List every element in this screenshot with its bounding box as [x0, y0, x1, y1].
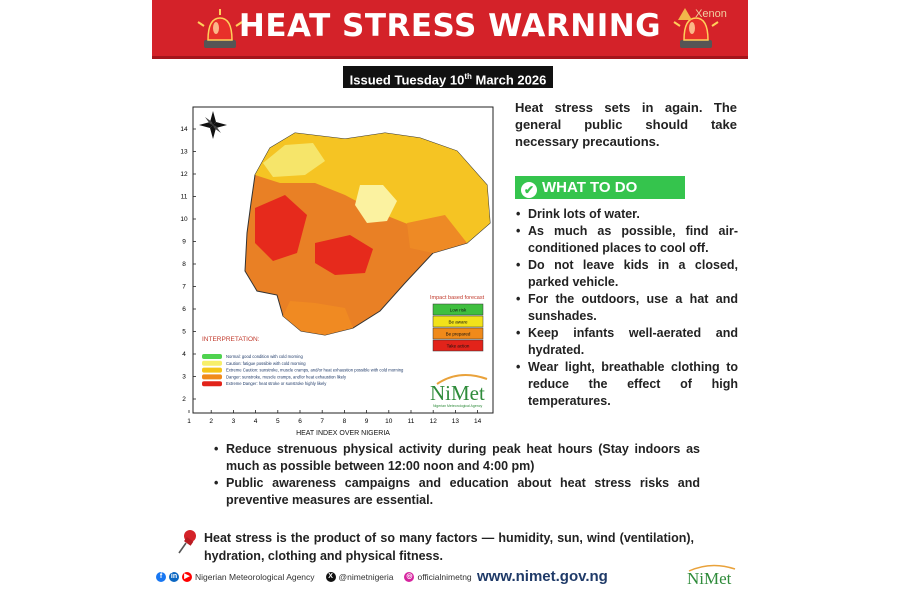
intro-text: Heat stress sets in again. The general p… — [515, 100, 737, 149]
nimet-footer-logo: NiMet — [687, 564, 736, 588]
legend-label: Caution: fatigue possible with cold morn… — [226, 361, 306, 366]
x-tick-label: 11 — [408, 418, 415, 425]
legend-swatch — [202, 374, 222, 380]
y-tick-label: 4 — [182, 351, 186, 358]
instagram-handle[interactable]: officialnimetng — [417, 572, 472, 582]
impact-label: Low risk — [450, 308, 467, 313]
website-link[interactable]: www.nimet.gov.ng — [477, 568, 608, 585]
x-tick-label: 12 — [430, 418, 438, 425]
issued-date-prefix: Issued Tuesday 10 — [349, 72, 465, 88]
y-tick-label: 2 — [182, 396, 186, 403]
y-tick-label: 13 — [180, 149, 188, 156]
list-item: Drink lots of water. — [516, 206, 738, 223]
impact-label: Take action — [447, 344, 470, 349]
x-tick-label: 7 — [320, 418, 324, 425]
x-tick-label: 10 — [385, 418, 393, 425]
x-tick-label: 9 — [365, 418, 369, 425]
impact-label: Be aware — [448, 320, 468, 325]
x-twitter-icon[interactable]: X — [325, 572, 336, 582]
what-to-do-label: WHAT TO DO — [542, 179, 638, 196]
x-tick-label: 5 — [276, 418, 280, 425]
additional-advice-list: Reduce strenuous physical activity durin… — [214, 441, 700, 509]
legend-label: Extreme Danger: heat stroke or sunstroke… — [226, 381, 327, 386]
nimet-logo-text: NiMet — [430, 381, 485, 405]
impact-swatch — [432, 315, 484, 328]
y-tick-label: 8 — [182, 261, 186, 268]
nimet-logo: NiMet Nigerian Meteorological Agency — [430, 374, 488, 408]
partner-logo-label: Xenon — [695, 8, 727, 20]
social-links: f in ▶ Nigerian Meteorological Agency X … — [156, 572, 472, 582]
what-to-do-heading: ✔ WHAT TO DO — [515, 176, 685, 199]
legend-label: Normal: good condition with cold morning — [226, 354, 303, 359]
y-tick-label: 11 — [181, 194, 188, 201]
x-tick-label: 1 — [187, 418, 191, 425]
x-tick-label: 2 — [209, 418, 213, 425]
instagram-icon[interactable]: ◎ — [404, 572, 415, 582]
siren-icon — [197, 9, 243, 48]
list-item: Do not leave kids in a closed, parked ve… — [516, 257, 738, 291]
y-tick-label: 9 — [182, 239, 186, 246]
x-tick-label: 6 — [298, 418, 302, 425]
what-to-do-list: Drink lots of water. As much as possible… — [516, 206, 738, 410]
list-item: For the outdoors, use a hat and sunshade… — [516, 291, 738, 325]
y-tick-label: 12 — [180, 171, 188, 178]
x-tick-label: 13 — [452, 418, 460, 425]
siren-icon — [673, 17, 719, 48]
partner-logo-icon — [678, 8, 692, 20]
list-item: Wear light, breathable clothing to reduc… — [516, 359, 738, 410]
impact-swatch — [432, 303, 484, 316]
map-title: HEAT INDEX OVER NIGERIA — [296, 430, 390, 437]
twitter-handle[interactable]: @nimetnigeria — [338, 572, 394, 582]
agency-name[interactable]: Nigerian Meteorological Agency — [195, 572, 315, 582]
impact-title: Impact based forecast — [430, 295, 485, 301]
heat-index-map: 14 13 12 11 10 9 8 7 6 5 4 3 2 1 2 3 4 5 6 7 8 9 10 11 12 13 14 I… — [175, 103, 504, 439]
impact-legend: Low risk Be aware Be prepared Take action — [432, 303, 484, 352]
youtube-icon[interactable]: ▶ — [182, 572, 192, 582]
compass-icon — [199, 111, 227, 139]
legend-label: Danger: sunstroke, muscle cramps, and/or… — [226, 374, 347, 379]
interpretation-title: INTERPRETATION: — [202, 336, 260, 343]
map-y-axis: 14 13 12 11 10 9 8 7 6 5 4 3 2 — [180, 126, 196, 403]
nimet-footer-logo-text: NiMet — [687, 569, 732, 588]
impact-swatch — [432, 339, 484, 352]
legend-swatch — [202, 360, 222, 366]
list-item: As much as possible, find air-conditione… — [516, 223, 738, 257]
issued-date-rest: March 2026 — [471, 72, 547, 88]
pushpin-icon — [178, 530, 196, 554]
impact-label: Be prepared — [446, 332, 471, 337]
interpretation-legend: Normal: good condition with cold morning… — [202, 354, 404, 387]
map-x-axis: 1 2 3 4 5 6 7 8 9 10 11 12 13 14 — [187, 410, 482, 425]
linkedin-icon[interactable]: in — [169, 572, 179, 582]
page-title: HEAT STRESS WARNING — [238, 8, 662, 44]
x-tick-label: 8 — [343, 418, 347, 425]
y-tick-label: 14 — [180, 126, 188, 133]
impact-swatch — [432, 327, 484, 340]
y-tick-label: 10 — [180, 216, 188, 223]
y-tick-label: 3 — [182, 374, 186, 381]
y-tick-label: 7 — [182, 284, 186, 291]
legend-label: Extreme Caution: sunstroke, muscle cramp… — [226, 368, 404, 373]
nigeria-map — [244, 132, 491, 336]
heat-stress-factors: Heat stress is the product of so many fa… — [204, 531, 694, 563]
issued-date-suffix: th — [464, 72, 472, 81]
nimet-logo-sub: Nigerian Meteorological Agency — [433, 404, 482, 408]
list-item: Keep infants well-aerated and hydrated. — [516, 325, 738, 359]
issued-date: Issued Tuesday 10th March 2026 — [343, 66, 553, 88]
x-tick-label: 14 — [474, 418, 482, 425]
list-item: Public awareness campaigns and education… — [214, 475, 700, 509]
y-tick-label: 5 — [182, 329, 186, 336]
x-tick-label: 3 — [232, 418, 236, 425]
legend-swatch — [202, 367, 222, 373]
list-item: Reduce strenuous physical activity durin… — [214, 441, 700, 475]
y-tick-label: 6 — [182, 306, 186, 313]
x-tick-label: 4 — [254, 418, 258, 425]
header-banner: HEAT STRESS WARNING Xenon — [152, 0, 748, 59]
facebook-icon[interactable]: f — [156, 572, 166, 582]
legend-swatch — [202, 381, 222, 387]
legend-swatch — [202, 354, 222, 359]
check-icon: ✔ — [521, 182, 537, 198]
partner-logo: Xenon — [678, 6, 738, 28]
